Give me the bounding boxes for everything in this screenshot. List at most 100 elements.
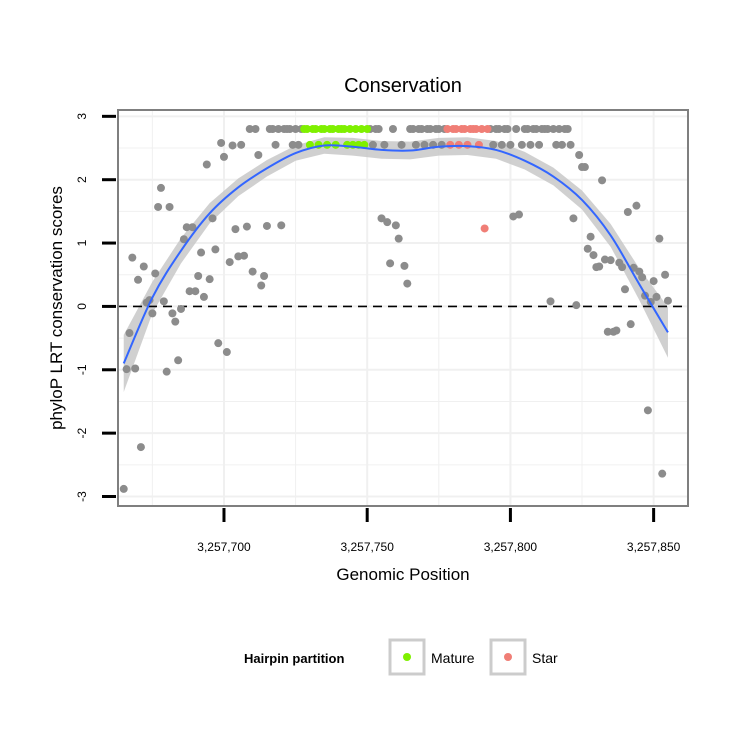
data-point-star	[451, 125, 460, 134]
data-point-other	[162, 367, 171, 376]
y-axis-ticks: -3 -2 -1 0 1 2 3	[75, 113, 116, 502]
data-point-other	[503, 125, 512, 134]
legend: Hairpin partition Mature Star	[244, 638, 558, 676]
data-point-mature	[357, 125, 366, 134]
y-tick-label: -2	[75, 427, 89, 438]
data-point-other	[632, 201, 641, 210]
data-point-other	[122, 365, 131, 374]
data-point-other	[237, 140, 246, 149]
data-point-other	[260, 272, 269, 281]
data-point-other	[546, 297, 555, 306]
data-point-other	[294, 140, 303, 149]
data-point-other	[217, 138, 226, 147]
data-point-mature	[346, 125, 355, 134]
data-point-other	[380, 140, 389, 149]
data-point-other	[386, 259, 395, 268]
data-point-other	[489, 140, 498, 149]
data-point-other	[643, 406, 652, 415]
legend-label-mature: Mature	[431, 650, 475, 666]
data-point-other	[277, 221, 286, 230]
data-point-other	[552, 140, 561, 149]
data-point-other	[383, 218, 392, 227]
y-tick-label: -3	[75, 491, 89, 502]
data-point-other	[257, 281, 266, 290]
data-point-other	[182, 223, 191, 232]
data-point-other	[603, 327, 612, 336]
data-point-star	[460, 125, 469, 134]
x-tick-label: 3,257,800	[484, 540, 538, 554]
y-tick-label: 0	[75, 303, 89, 310]
data-point-other	[288, 140, 297, 149]
data-point-other	[285, 125, 294, 134]
legend-dot-star	[504, 653, 512, 661]
data-point-other	[652, 292, 661, 301]
data-point-other	[506, 140, 515, 149]
data-point-other	[225, 258, 234, 267]
data-point-other	[397, 140, 406, 149]
data-point-mature	[303, 125, 312, 134]
data-point-other	[420, 140, 429, 149]
data-point-other	[248, 267, 257, 276]
data-point-star	[446, 140, 455, 149]
data-point-mature	[351, 125, 360, 134]
data-point-other	[211, 245, 220, 254]
data-point-other	[532, 125, 541, 134]
data-point-other	[572, 301, 581, 310]
data-point-other	[598, 176, 607, 185]
data-point-other	[526, 140, 535, 149]
chart-title: Conservation	[344, 75, 462, 97]
data-point-other	[374, 125, 383, 134]
data-point-other	[612, 326, 621, 335]
data-point-other	[151, 269, 160, 278]
data-point-star	[480, 224, 489, 233]
data-point-other	[512, 125, 521, 134]
y-tick-label: 2	[75, 176, 89, 183]
data-point-star	[477, 125, 486, 134]
data-point-star	[454, 140, 463, 149]
data-point-other	[400, 261, 409, 270]
data-point-other	[417, 125, 426, 134]
data-point-other	[620, 285, 629, 294]
data-point-other	[205, 275, 214, 284]
data-point-other	[497, 140, 506, 149]
data-point-other	[517, 140, 526, 149]
data-point-other	[426, 125, 435, 134]
y-tick-label: -1	[75, 364, 89, 375]
data-point-other	[623, 208, 632, 217]
data-point-star	[483, 125, 492, 134]
data-point-other	[589, 251, 598, 260]
data-point-other	[586, 232, 595, 241]
data-point-mature	[320, 125, 329, 134]
data-point-other	[583, 244, 592, 253]
data-point-other	[191, 287, 200, 296]
data-point-mature	[328, 125, 337, 134]
grid-lines	[118, 110, 688, 506]
data-point-other	[214, 339, 223, 348]
data-point-other	[240, 251, 249, 260]
data-point-other	[566, 140, 575, 149]
data-point-other	[119, 484, 128, 493]
data-point-other	[197, 248, 206, 257]
data-point-other	[194, 272, 203, 281]
legend-title: Hairpin partition	[244, 651, 344, 666]
data-point-other	[202, 160, 211, 169]
data-point-other	[139, 262, 148, 271]
data-point-other	[411, 140, 420, 149]
y-tick-label: 3	[75, 113, 89, 120]
data-point-other	[388, 125, 397, 134]
data-point-other	[274, 125, 283, 134]
x-axis-label: Genomic Position	[336, 565, 469, 584]
data-point-other	[494, 125, 503, 134]
data-point-other	[231, 225, 240, 234]
data-point-other	[154, 202, 163, 211]
data-point-other	[131, 364, 140, 373]
data-point-other	[262, 221, 271, 230]
data-point-other	[557, 140, 566, 149]
data-point-other	[368, 140, 377, 149]
data-point-other	[291, 125, 300, 134]
data-point-other	[245, 125, 254, 134]
data-point-mature	[340, 125, 349, 134]
data-point-other	[403, 279, 412, 288]
data-point-other	[661, 270, 670, 279]
data-point-other	[165, 202, 174, 211]
